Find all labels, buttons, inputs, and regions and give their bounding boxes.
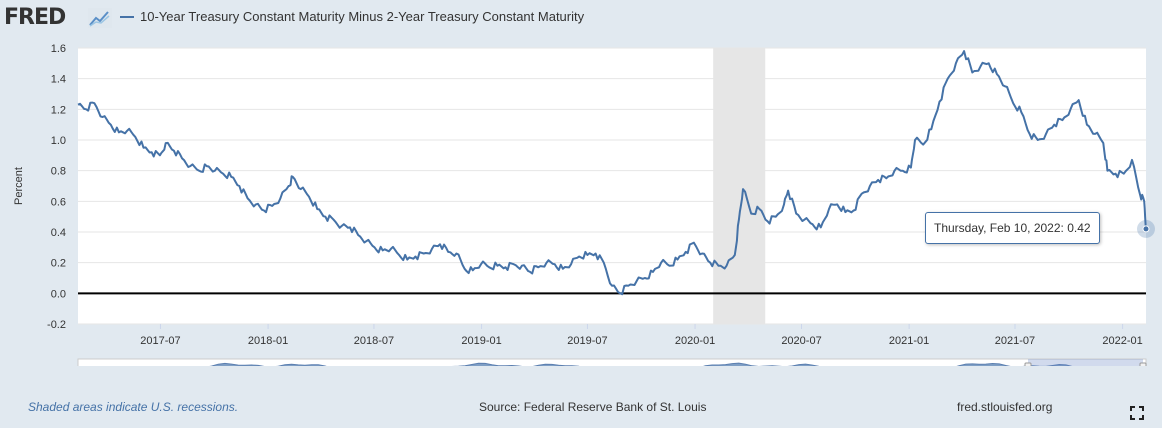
line-chart-icon — [88, 8, 112, 28]
fullscreen-icon[interactable] — [1130, 406, 1144, 420]
x-tick-label: 2021-07 — [995, 335, 1035, 347]
y-tick-label: 1.0 — [51, 135, 66, 147]
y-tick-label: 0.4 — [51, 227, 66, 239]
series-line — [77, 50, 1147, 296]
chart-header: FRED 10-Year Treasury Constant Maturity … — [0, 0, 1162, 36]
y-tick-label: 0.6 — [51, 196, 66, 208]
y-tick-label: 1.6 — [51, 43, 66, 55]
x-tick-label: 2019-01 — [461, 335, 501, 347]
legend[interactable]: 10-Year Treasury Constant Maturity Minus… — [120, 9, 584, 24]
plot-background — [78, 48, 1146, 324]
y-tick-label: 1.4 — [51, 74, 66, 86]
navigator-handle — [1139, 362, 1147, 378]
tooltip-date: Thursday, Feb 10, 2022: — [934, 221, 1064, 235]
y-tick-label: 1.2 — [51, 104, 66, 116]
navigator-selection — [1028, 359, 1143, 382]
x-tick-label: 2020-01 — [675, 335, 715, 347]
recession-note: Shaded areas indicate U.S. recessions. — [28, 400, 239, 414]
recession-band — [713, 48, 766, 324]
chart-area[interactable]: -0.2 0.0 0.2 0.4 0.6 0.8 1.0 1.2 1.4 1.6 2017-07 20… — [0, 36, 1162, 383]
x-tick-label: 2022-01 — [1102, 335, 1142, 347]
tooltip-value: 0.42 — [1067, 221, 1091, 235]
y-tick-label: -0.2 — [47, 319, 66, 331]
x-tick-label: 2019-07 — [567, 335, 607, 347]
hover-point — [1142, 225, 1150, 233]
legend-label: 10-Year Treasury Constant Maturity Minus… — [140, 9, 585, 24]
x-tick-label: 2018-07 — [354, 335, 394, 347]
x-tick-label: 2020-07 — [781, 335, 821, 347]
fred-logo[interactable]: FRED — [4, 5, 66, 30]
line-chart[interactable]: -0.2 0.0 0.2 0.4 0.6 0.8 1.0 1.2 1.4 1.6 2017-07 20… — [0, 36, 1162, 383]
x-tick-label: 2018-01 — [248, 335, 288, 347]
site-link[interactable]: fred.stlouisfed.org — [957, 400, 1053, 414]
navigator-handle — [1024, 362, 1032, 378]
tooltip: Thursday, Feb 10, 2022: 0.42 — [925, 212, 1100, 244]
y-tick-label: 0.0 — [51, 288, 66, 300]
y-tick-label: 0.2 — [51, 258, 66, 270]
y-axis-label: Percent — [13, 167, 25, 205]
x-tick-label: 2021-01 — [889, 335, 929, 347]
y-tick-label: 0.8 — [51, 166, 66, 178]
source-text: Source: Federal Reserve Bank of St. Loui… — [479, 400, 707, 414]
legend-swatch — [120, 15, 134, 18]
x-tick-label: 2017-07 — [140, 335, 180, 347]
